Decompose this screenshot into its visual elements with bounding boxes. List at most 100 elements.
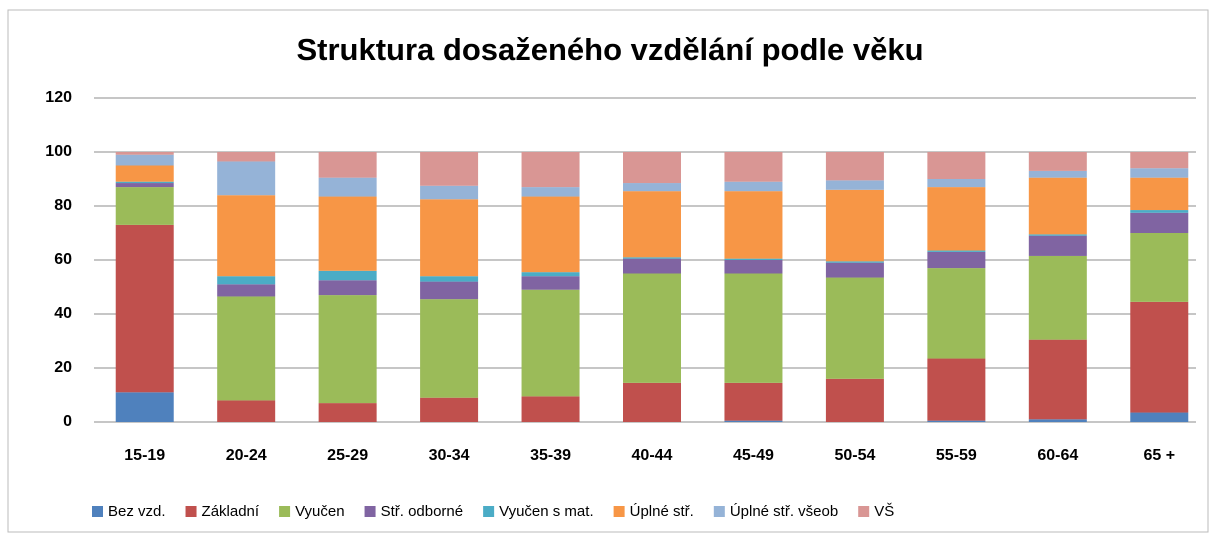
bar-segment [825,277,884,379]
bar-segment [724,191,783,259]
x-tick-label: 40-44 [632,447,673,464]
bar-segment [521,196,580,273]
bar-segment [1028,419,1087,422]
legend-label: Úplné stř. všeob [730,503,838,520]
legend-label: Vyučen [295,503,344,520]
bar-segment [825,189,884,262]
bar-segment [318,280,377,296]
bar-segment [825,152,884,181]
x-tick-label: 20-24 [226,447,267,464]
bar-segment [825,378,884,422]
bar-segment [1028,170,1087,178]
y-tick-label: 20 [54,359,72,376]
legend-swatch [364,506,376,517]
x-tick-label: 45-49 [733,447,774,464]
bar-segment [623,258,681,274]
bar-segment [1028,339,1087,420]
bar-segment [1028,235,1087,256]
legend-label: Úplné stř. [630,503,694,520]
bar-segment [521,272,580,277]
bar-segment [724,258,783,260]
bar-segment [217,296,276,401]
legend-label: Bez vzd. [108,503,166,520]
legend-swatch [92,506,103,517]
legend-label: Stř. odborné [381,503,464,520]
bar-segment [420,281,479,300]
x-tick-label: 55-59 [936,447,977,464]
bar-segment [724,420,783,422]
bar-segment [623,152,681,184]
bar-segment [420,199,479,277]
bar-segment [115,181,174,184]
legend-label: Vyučen s mat. [499,503,593,520]
bar-segment [1130,177,1189,211]
bar-segment [115,183,174,188]
bar-segment [217,195,276,277]
bar-segment [217,161,276,196]
bar-segment [825,180,884,190]
x-tick-label: 35-39 [530,447,571,464]
bar-segment [521,396,580,422]
chart-frame [7,9,1209,533]
legend-label: Základní [202,503,260,520]
bar-segment [927,268,986,359]
bar-segment [1130,168,1189,178]
bar-segment [927,251,986,269]
bar-segment [115,187,174,225]
bar-segment [115,154,174,166]
bar-segment [623,191,681,258]
bar-segment [521,187,580,197]
bar-segment [1028,255,1087,340]
y-tick-label: 0 [63,413,72,430]
legend-swatch [713,506,725,517]
bar-segment [724,273,783,383]
bar-segment [927,420,986,422]
bar-segment [623,382,681,422]
y-tick-label: 100 [45,143,72,160]
bar-segment [1130,152,1189,169]
bar-segment [825,262,884,278]
bar-segment [115,224,174,393]
legend-swatch [613,506,625,517]
bar-segment [420,299,479,398]
bar-segment [217,152,276,162]
bar-segment [927,250,986,252]
y-tick-label: 40 [54,305,72,322]
bar-segment [420,152,479,186]
x-tick-label: 15-19 [124,447,165,464]
x-tick-label: 65 + [1143,447,1175,464]
x-tick-label: 60-64 [1037,447,1078,464]
bar-segment [115,165,174,182]
legend-swatch [858,506,870,517]
bar-segment [318,403,377,422]
bar-segment [420,276,479,282]
bar-segment [623,183,681,192]
x-tick-label: 30-34 [429,447,470,464]
bar-segment [420,397,479,422]
bar-segment [521,152,580,188]
chart-title: Struktura dosaženého vzdělání podle věku [296,32,923,67]
bar-segment [318,295,377,404]
bar-segment [318,196,377,271]
legend-swatch [279,506,291,517]
bar-segment [724,382,783,421]
bar-segment [1130,233,1189,302]
bar-segment [318,270,377,281]
bar-segment [420,185,479,200]
x-tick-label: 25-29 [327,447,368,464]
y-tick-label: 120 [45,89,72,106]
bar-segment [927,152,986,179]
bar-segment [927,358,986,421]
bar-segment [318,177,377,197]
bar-segment [1130,210,1189,213]
legend-swatch [483,506,495,517]
bar-segment [1130,412,1189,422]
bar-segment [1130,212,1189,233]
y-tick-label: 60 [54,251,72,268]
bar-segment [1028,177,1087,235]
bar-segment [521,289,580,397]
bar-segment [217,276,276,285]
legend-label: VŠ [874,503,894,520]
x-tick-label: 50-54 [834,447,875,464]
bar-segment [927,179,986,188]
